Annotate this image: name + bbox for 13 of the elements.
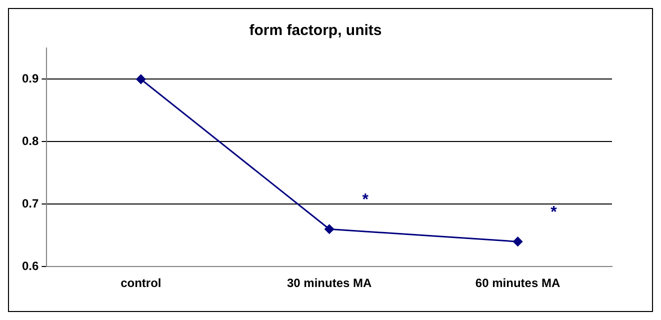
annotation: * bbox=[362, 192, 370, 209]
chart-title: form factorp, units bbox=[249, 22, 382, 40]
annotation: * bbox=[550, 204, 558, 222]
x-tick-label: control bbox=[120, 276, 162, 290]
y-tick-label: 0.9 bbox=[22, 72, 39, 86]
y-tick-label: 0.7 bbox=[22, 196, 39, 210]
point bbox=[513, 236, 523, 246]
y-tick-label: 0.6 bbox=[22, 258, 39, 273]
x-tick-label: 60 minutes MA bbox=[475, 276, 560, 290]
y-tick-label: 0.8 bbox=[22, 134, 39, 148]
point bbox=[136, 74, 146, 84]
x-tick-label: 30 minutes MA bbox=[286, 276, 372, 290]
point bbox=[324, 224, 334, 234]
